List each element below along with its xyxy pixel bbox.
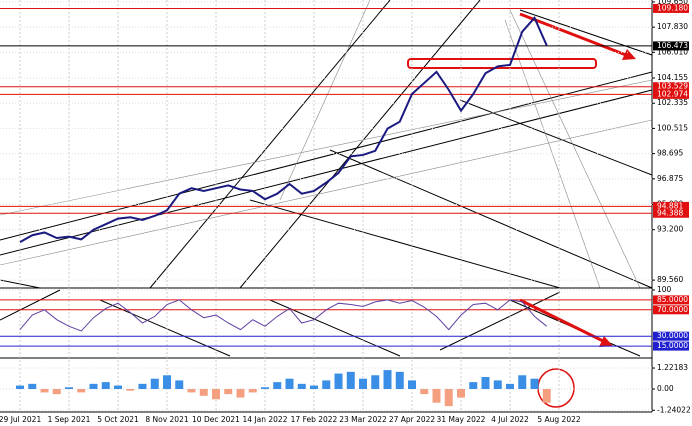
histogram-bar bbox=[114, 385, 122, 389]
histogram-bar bbox=[273, 382, 282, 389]
histogram-bar bbox=[359, 378, 367, 389]
histogram-bar bbox=[469, 382, 478, 389]
arrows bbox=[519, 12, 636, 347]
histogram-bar bbox=[16, 385, 24, 389]
histogram-bar bbox=[65, 387, 73, 389]
histogram-bar bbox=[175, 380, 184, 389]
level-label-bg bbox=[653, 341, 689, 351]
y-tick-label: 89.560 bbox=[657, 275, 683, 284]
trend-lines bbox=[0, 0, 653, 357]
level-label: 94.881 bbox=[657, 201, 683, 210]
level-label-bg bbox=[653, 305, 689, 315]
x-tick-label: 23 Mar 2022 bbox=[339, 415, 387, 424]
series-line bbox=[19, 16, 548, 244]
level-label: 102.974 bbox=[657, 89, 688, 98]
level-label: 94.388 bbox=[657, 208, 683, 217]
level-label-bg bbox=[653, 3, 689, 13]
x-tick-label: 4 Jul 2022 bbox=[491, 415, 529, 424]
y-tick-label: 98.695 bbox=[657, 149, 683, 158]
histogram-bar bbox=[285, 378, 294, 389]
histogram-bar bbox=[248, 388, 257, 393]
histogram-bar bbox=[126, 388, 135, 391]
histogram-bar bbox=[28, 383, 37, 389]
level-label: 106.473 bbox=[657, 41, 688, 50]
histogram-bar bbox=[89, 383, 98, 389]
histogram-bar bbox=[261, 387, 269, 389]
histogram-bar bbox=[187, 388, 196, 393]
histogram-bar bbox=[371, 375, 380, 389]
y-tick-label: 100.515 bbox=[657, 123, 688, 132]
histogram-bar bbox=[518, 375, 527, 389]
histogram-bar bbox=[138, 383, 147, 389]
histogram-bar bbox=[383, 370, 392, 389]
histogram-bar bbox=[444, 388, 453, 407]
highlight-box bbox=[407, 58, 597, 69]
histogram-bar bbox=[199, 388, 208, 396]
y-tick-label: 107.830 bbox=[657, 22, 688, 31]
y-tick-label: 93.200 bbox=[657, 225, 683, 234]
level-label-bg bbox=[653, 201, 689, 211]
histogram-bar bbox=[297, 383, 306, 389]
x-tick-label: 29 Jul 2021 bbox=[0, 415, 41, 424]
histogram-bar bbox=[432, 388, 441, 403]
level-label: 109.180 bbox=[657, 3, 688, 12]
x-tick-label: 14 Jan 2022 bbox=[243, 415, 288, 424]
histogram-bar bbox=[150, 378, 159, 389]
level-label: 30.0000 bbox=[657, 331, 688, 340]
histogram-bar bbox=[77, 388, 86, 393]
x-tick-label: 5 Oct 2021 bbox=[97, 415, 139, 424]
histogram-bar bbox=[542, 388, 551, 403]
y-tick-label: 102.335 bbox=[657, 98, 688, 107]
level-label-bg bbox=[653, 41, 689, 51]
level-label: 85.0000 bbox=[657, 295, 688, 304]
histogram-bar bbox=[493, 380, 502, 389]
y-tick-label: 104.155 bbox=[657, 73, 688, 82]
x-tick-label: 31 May 2022 bbox=[437, 415, 486, 424]
x-tick-label: 5 Aug 2022 bbox=[537, 415, 580, 424]
histogram-bar bbox=[481, 376, 490, 389]
x-tick-label: 1 Sep 2021 bbox=[48, 415, 91, 424]
level-label-bg bbox=[653, 331, 689, 341]
histogram-bar bbox=[163, 375, 171, 389]
histogram-bar bbox=[408, 380, 416, 389]
histogram-bar bbox=[236, 388, 245, 398]
level-label-bg bbox=[653, 82, 689, 92]
x-tick-label: 8 Nov 2021 bbox=[145, 415, 188, 424]
histogram-bar bbox=[322, 380, 331, 389]
histogram-bar bbox=[212, 388, 220, 400]
series-line bbox=[19, 299, 548, 332]
y-tick-label: 106.010 bbox=[657, 47, 688, 56]
level-label-bg bbox=[653, 89, 689, 99]
y-tick-label: 0.00 bbox=[657, 384, 674, 393]
histogram-bar bbox=[506, 383, 514, 389]
x-tick-label: 10 Dec 2021 bbox=[192, 415, 240, 424]
level-label: 15.0000 bbox=[657, 341, 688, 350]
y-tick-label: 1.22183 bbox=[657, 363, 688, 372]
histogram-bar bbox=[530, 378, 539, 389]
histogram-bar bbox=[457, 388, 465, 398]
y-tick-label: 100 bbox=[657, 285, 672, 294]
level-label-bg bbox=[653, 295, 689, 305]
histogram-bar bbox=[52, 388, 61, 395]
x-tick-label: 27 Apr 2022 bbox=[389, 415, 436, 424]
y-tick-label: 109.650 bbox=[657, 0, 688, 6]
histogram-bar bbox=[40, 388, 49, 393]
histogram-bar bbox=[395, 371, 404, 389]
histogram-bar bbox=[310, 385, 318, 389]
x-tick-label: 17 Feb 2022 bbox=[291, 415, 338, 424]
histogram-bar bbox=[334, 373, 343, 389]
y-tick-label: -1.24022 bbox=[657, 405, 691, 414]
histogram-bar bbox=[224, 388, 233, 395]
level-label: 70.0000 bbox=[657, 305, 688, 314]
level-label: 103.529 bbox=[657, 82, 688, 91]
histogram-bar bbox=[101, 382, 110, 389]
level-label-bg bbox=[653, 208, 689, 218]
y-tick-label: 96.875 bbox=[657, 174, 683, 183]
histogram-bar bbox=[420, 388, 429, 395]
histogram-bar bbox=[346, 371, 355, 389]
